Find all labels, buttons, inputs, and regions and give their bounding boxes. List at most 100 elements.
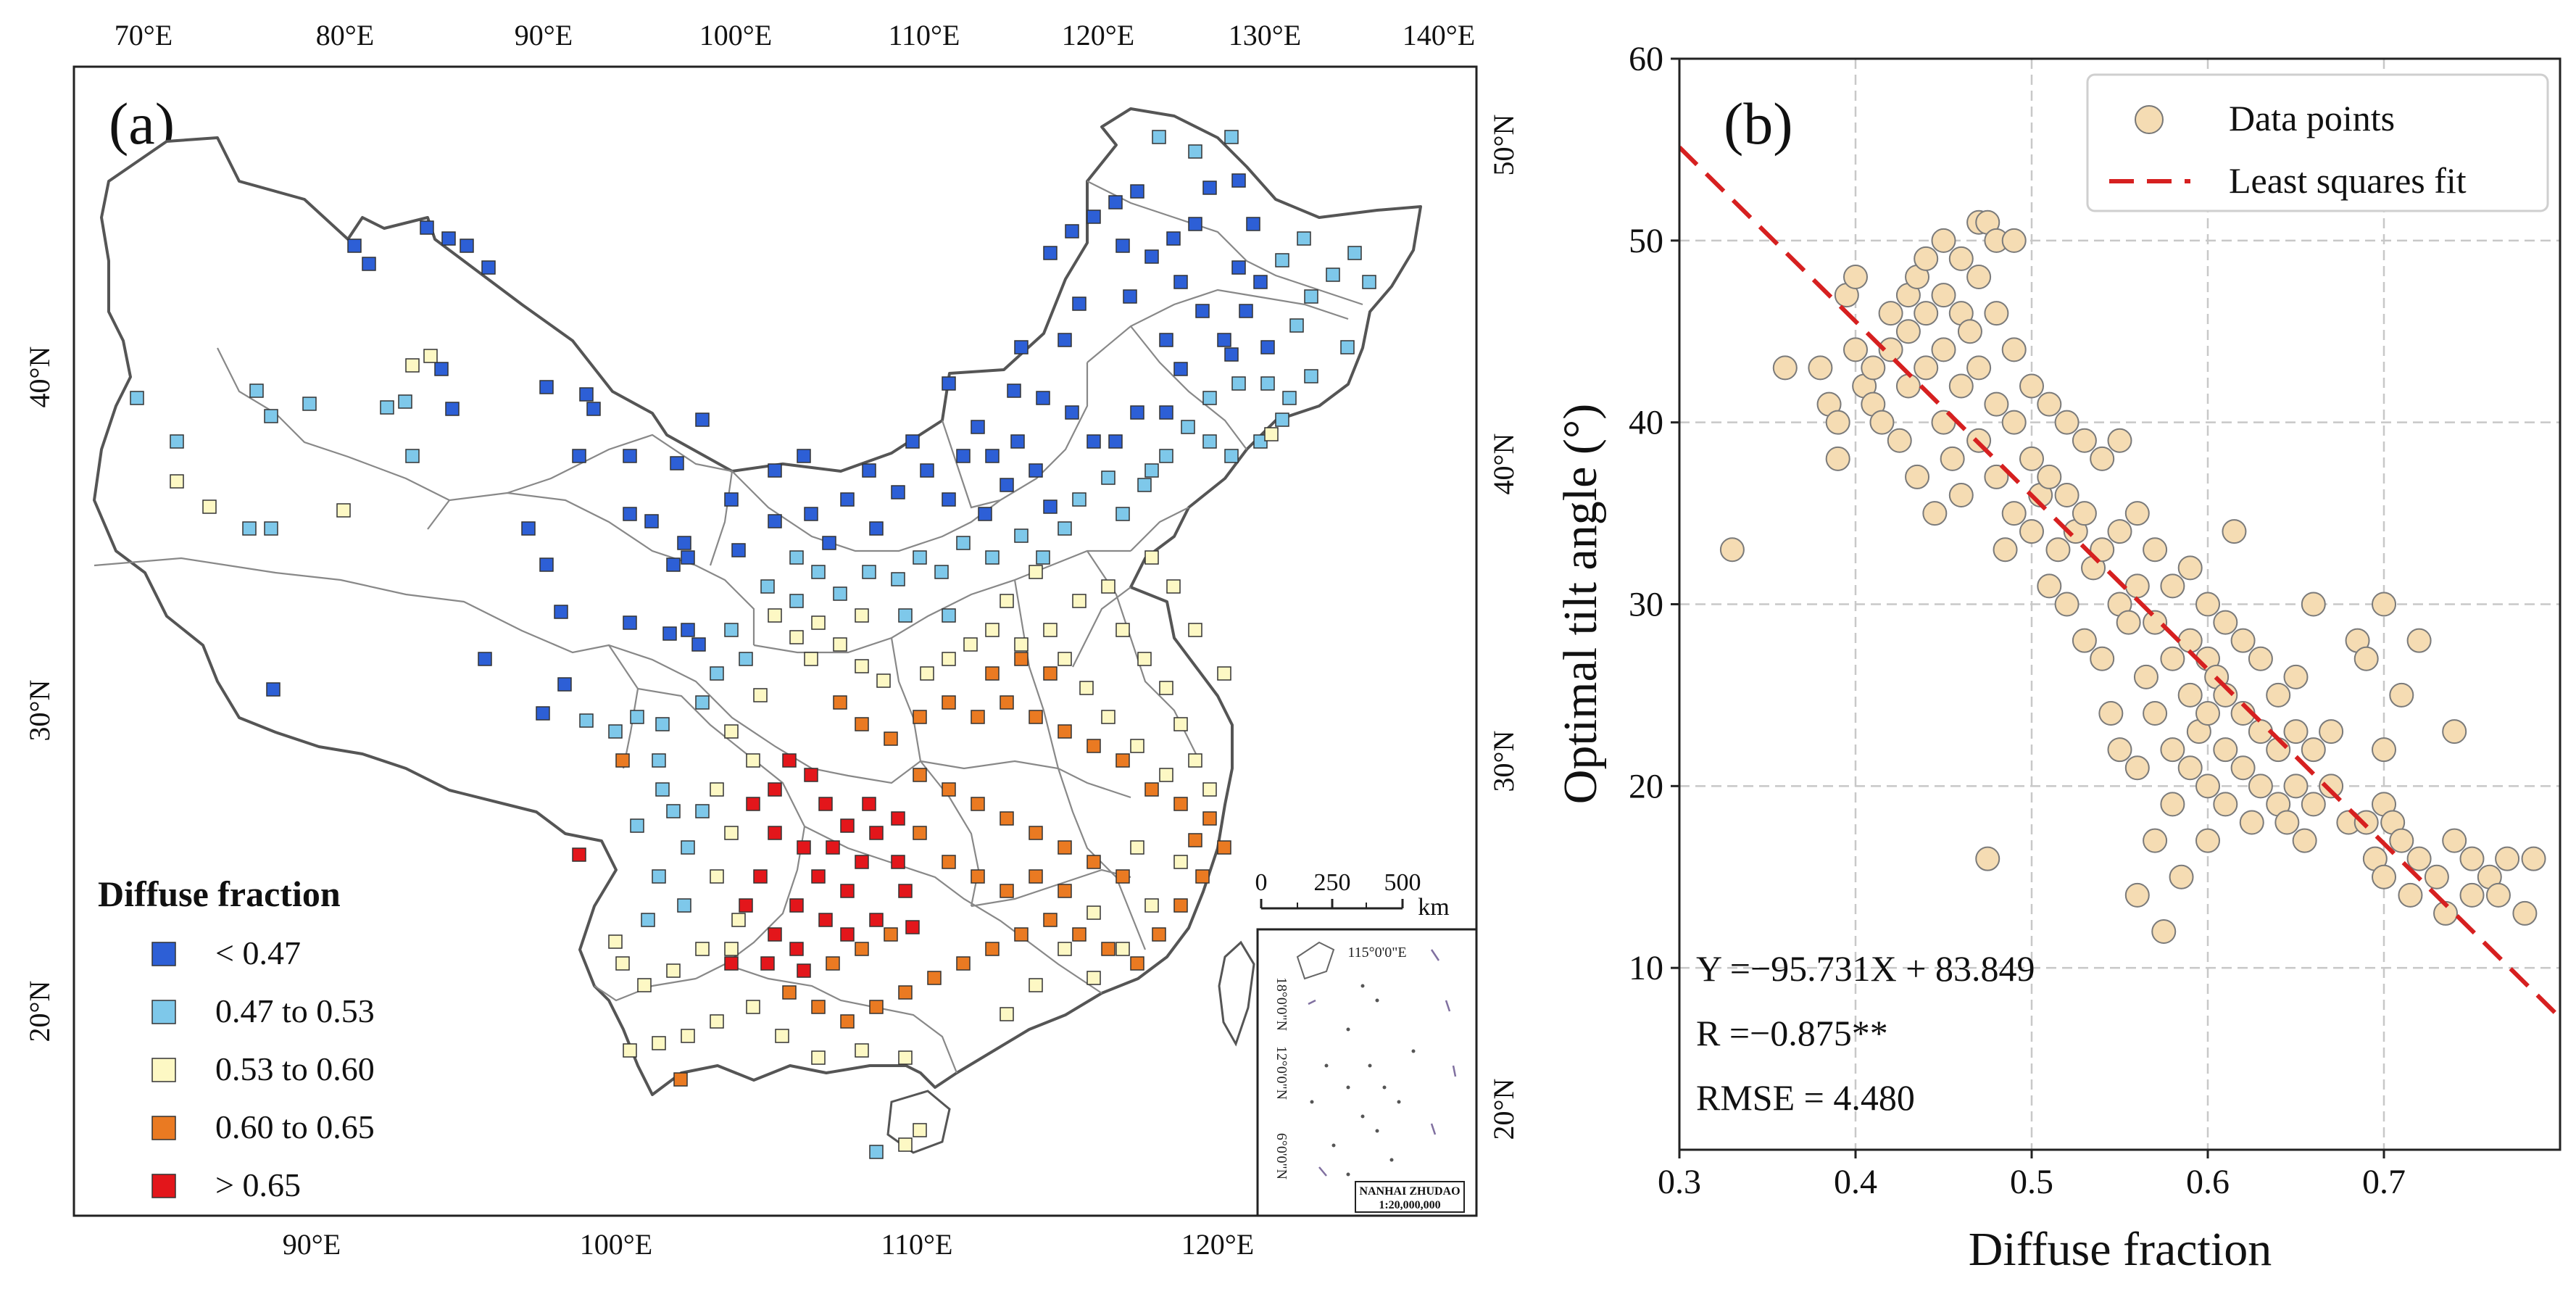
data-point xyxy=(2353,810,2379,835)
inset-frame xyxy=(1256,928,1478,1217)
data-point xyxy=(2495,846,2520,871)
lon-tick-top: 80°E xyxy=(316,19,374,51)
data-point xyxy=(2283,664,2309,689)
data-point xyxy=(2372,592,2396,617)
data-point xyxy=(2054,410,2080,435)
data-point xyxy=(2107,519,2132,544)
data-point xyxy=(1931,283,1956,308)
data-point xyxy=(2072,628,2097,653)
data-point xyxy=(2090,537,2115,563)
data-point xyxy=(1940,446,1965,471)
data-point xyxy=(2143,610,2168,635)
data-point xyxy=(1984,391,2009,417)
nanhai-inset: 115°0'0"E 18°0'0"N 12°0'0"N 6°0'0"N NANH… xyxy=(1256,928,1478,1217)
data-point xyxy=(2133,664,2159,689)
data-point xyxy=(1957,319,1982,344)
inset-parallel-label: 18°0'0"N xyxy=(1274,977,1289,1031)
data-point xyxy=(2353,646,2379,671)
chart-legend: Data points Least squares fit xyxy=(2086,73,2549,212)
scale-unit: km xyxy=(1418,894,1449,921)
y-tick-label: 20 xyxy=(1629,767,1663,805)
data-point xyxy=(1966,355,1992,381)
data-point xyxy=(2442,719,2467,745)
lat-tick-right: 20°N xyxy=(1487,1079,1520,1140)
data-point xyxy=(1843,265,1868,289)
map-legend: Diffuse fraction < 0.47 0.47 to 0.53 0.5… xyxy=(98,874,375,1203)
data-point xyxy=(2521,846,2546,871)
data-point xyxy=(2512,900,2538,926)
data-point xyxy=(1948,246,1974,271)
data-point xyxy=(2019,446,2044,471)
data-point xyxy=(2160,737,2185,763)
data-point xyxy=(2442,828,2467,853)
data-point xyxy=(2124,882,2150,908)
data-point xyxy=(1914,246,1939,271)
data-point xyxy=(2001,501,2027,526)
lon-ticks-bottom: 90°E 100°E 110°E 120°E xyxy=(283,1228,1254,1261)
lat-tick-left: 30°N xyxy=(23,680,56,742)
inset-dashes xyxy=(1308,949,1457,1177)
data-point xyxy=(2274,810,2300,835)
legend-item: 0.60 to 0.65 xyxy=(151,1108,375,1145)
legend-swatch xyxy=(151,1116,176,1140)
lon-tick-top: 100°E xyxy=(699,19,772,51)
inset-name: NANHAI ZHUDAO xyxy=(1359,1185,1460,1198)
data-point xyxy=(2072,428,2097,453)
data-point xyxy=(2143,701,2168,726)
data-point xyxy=(2001,410,2027,435)
data-point xyxy=(2037,573,2062,599)
y-tick-label: 60 xyxy=(1629,40,1663,78)
data-point xyxy=(2485,882,2511,908)
legend-label: 0.47 to 0.53 xyxy=(215,992,375,1029)
data-point xyxy=(2292,828,2317,853)
legend-item: < 0.47 xyxy=(151,934,301,971)
legend-swatch xyxy=(151,1058,176,1082)
data-point xyxy=(2107,737,2132,763)
lon-tick-bottom: 120°E xyxy=(1181,1228,1254,1261)
data-point xyxy=(1922,501,1948,526)
data-point xyxy=(2160,646,2185,671)
inset-caption-box xyxy=(1355,1181,1465,1213)
data-point xyxy=(2230,755,2256,781)
data-point xyxy=(1914,355,1939,381)
x-tick-label: 0.6 xyxy=(2186,1163,2230,1201)
data-point xyxy=(2090,446,2115,471)
legend-marker xyxy=(2135,105,2164,134)
data-point xyxy=(2037,391,2062,417)
data-point xyxy=(1887,428,1912,453)
legend-item: 0.53 to 0.60 xyxy=(151,1050,375,1087)
legend-swatch xyxy=(151,1174,176,1198)
rmse-value: RMSE = 4.480 xyxy=(1696,1077,1915,1118)
legend-label: 0.60 to 0.65 xyxy=(215,1108,375,1145)
data-point xyxy=(1984,301,2009,326)
data-point xyxy=(2160,573,2185,599)
x-ticks: 0.3 0.4 0.5 0.6 0.7 xyxy=(1658,1150,2406,1201)
scale-tick: 250 xyxy=(1314,869,1351,896)
lat-tick-right: 40°N xyxy=(1487,434,1520,495)
data-point xyxy=(2459,882,2485,908)
data-point xyxy=(2372,737,2396,763)
data-points xyxy=(1719,210,2546,944)
data-point xyxy=(2372,864,2396,889)
data-point xyxy=(2283,774,2309,799)
data-point xyxy=(2283,719,2309,745)
data-point xyxy=(2037,464,2062,489)
data-point xyxy=(1948,483,1974,507)
lon-tick-top: 140°E xyxy=(1403,19,1475,51)
data-point xyxy=(2098,701,2124,726)
data-point xyxy=(2319,719,2344,745)
data-point xyxy=(2195,774,2220,799)
legend-swatch xyxy=(151,1000,176,1024)
legend-data-points: Data points xyxy=(2229,98,2395,138)
data-point xyxy=(2177,682,2203,708)
data-point xyxy=(2045,537,2071,563)
data-point xyxy=(2406,628,2432,653)
data-point xyxy=(1878,337,1903,362)
data-point xyxy=(2213,682,2238,708)
legend-item: > 0.65 xyxy=(151,1166,301,1203)
inset-islands xyxy=(1310,984,1416,1177)
data-point xyxy=(2266,682,2291,708)
lat-tick-left: 40°N xyxy=(23,347,56,408)
data-point xyxy=(1719,537,1745,563)
